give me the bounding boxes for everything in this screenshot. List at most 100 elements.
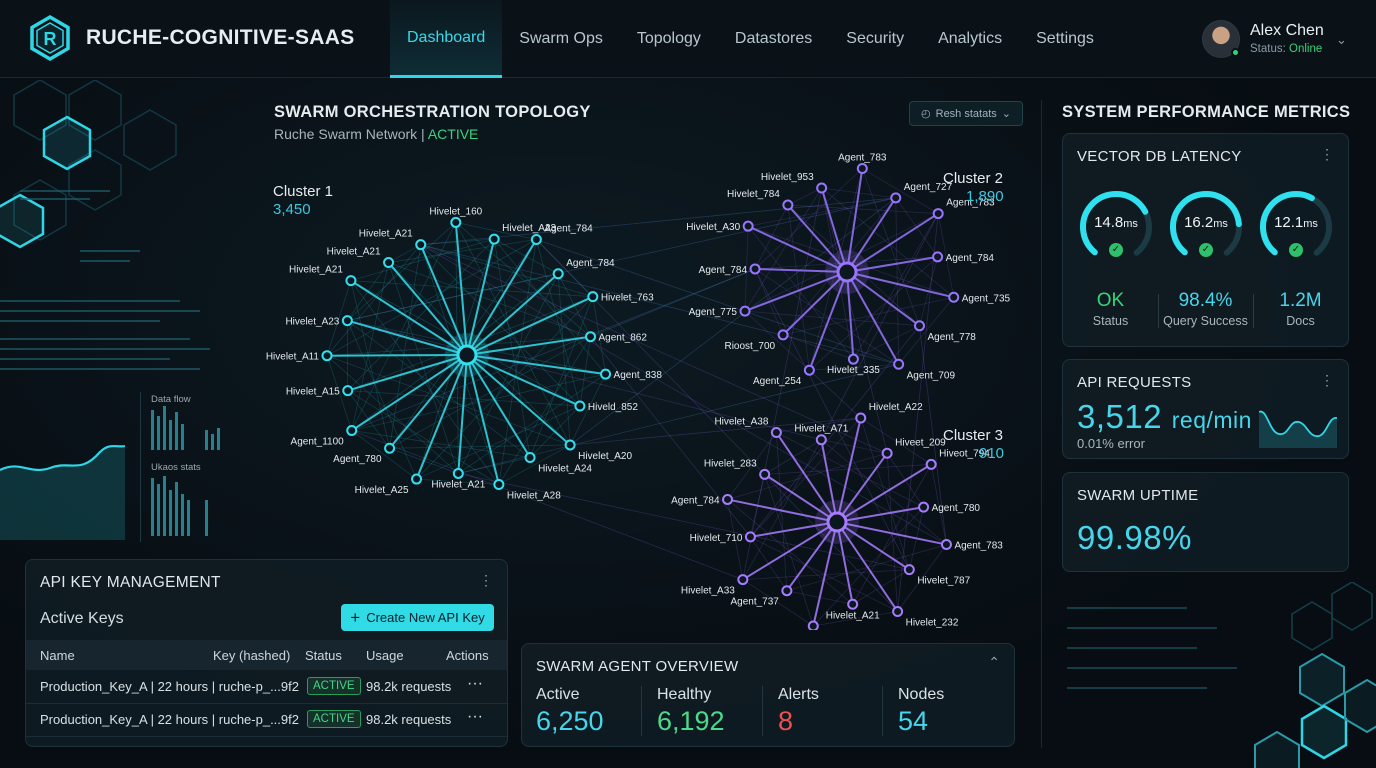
spoke-edge — [419, 244, 468, 356]
agent-node: Agent_780 — [333, 442, 396, 465]
column-header-usage: Usage — [366, 648, 404, 663]
nav-item-settings[interactable]: Settings — [1036, 30, 1094, 47]
table-row[interactable]: Production_Key_A | 22 hours | ruche-p_..… — [26, 671, 507, 704]
column-header-actions: Actions — [446, 648, 489, 663]
spoke-edge — [466, 273, 559, 356]
inter-cluster-edge — [569, 197, 896, 446]
mesh-edge — [776, 432, 924, 508]
spoke-edge — [347, 319, 468, 356]
mesh-edge — [350, 238, 495, 282]
nav-item-security[interactable]: Security — [846, 30, 905, 47]
node-label: Hivelet_A25 — [355, 485, 409, 496]
top-header: R RUCHE-COGNITIVE-SAAS Dashboard Swarm Op… — [0, 0, 1376, 78]
node-label: Hivelet_A21 — [826, 610, 880, 621]
nav-item-analytics[interactable]: Analytics — [938, 30, 1003, 47]
vector-stat-label: Docs — [1286, 314, 1315, 328]
nav-item-topology[interactable]: Topology — [636, 30, 701, 47]
decorative-hex-grid — [1067, 582, 1376, 768]
mesh-edge — [852, 464, 932, 605]
mesh-edge — [569, 373, 606, 446]
mesh-edge — [821, 187, 954, 298]
node-label: Hivelet_A20 — [578, 451, 632, 462]
nav-item-dashboard[interactable]: Dashboard — [390, 0, 503, 78]
inter-cluster-edge — [420, 197, 896, 246]
spoke-edge — [846, 271, 954, 299]
row-actions-button[interactable]: ··· — [467, 708, 483, 725]
spoke-edge — [347, 354, 468, 392]
spoke-edge — [846, 271, 855, 360]
stat-divider — [882, 686, 883, 736]
cluster-1-count: 3,450 — [273, 201, 311, 218]
chevron-down-icon: ⌄ — [1001, 108, 1011, 120]
nav-item-datastores[interactable]: Datastores — [734, 30, 813, 47]
mesh-edge — [787, 204, 939, 214]
logo-letter: R — [44, 29, 57, 49]
table-row[interactable]: Production_Key_A | 22 hours | ruche-p_..… — [26, 704, 507, 737]
spoke-edge — [836, 417, 862, 523]
node-label: Agent_778 — [927, 332, 976, 343]
user-menu[interactable]: Alex Chen Status: Online ⌄ — [1202, 20, 1362, 60]
vector-stat-value: 1.2M — [1279, 290, 1322, 311]
api-key-management-card: API KEY MANAGEMENT ⋮ Active Keys + Creat… — [25, 559, 508, 747]
mesh-edge — [498, 336, 591, 485]
node-label: Agent_783 — [946, 198, 995, 209]
topology-subtitle: Ruche Swarm Network | ACTIVE — [274, 126, 479, 142]
agent-node: Agent_1100 — [291, 424, 358, 447]
column-header-status: Status — [305, 648, 342, 663]
node-label: Agent_737 — [730, 597, 779, 608]
mesh-edge — [744, 187, 822, 312]
card-title: SWARM AGENT OVERVIEW — [536, 658, 739, 675]
mesh-edge — [744, 226, 749, 312]
node-label: Hivelet_784 — [727, 189, 780, 200]
agent-node: Agent_254 — [753, 364, 815, 387]
inter-cluster-edge — [420, 244, 888, 454]
agent-node: Agent_784 — [671, 493, 734, 506]
node-label: Hivelet_335 — [827, 365, 880, 376]
card-title: API KEY MANAGEMENT — [40, 574, 221, 591]
stat-divider — [1158, 294, 1159, 328]
overview-stat-value: 8 — [778, 706, 794, 736]
spoke-edge — [466, 354, 500, 485]
agent-node: Hivelet_A30 — [686, 220, 754, 233]
collapse-chevron-icon[interactable]: ⌃ — [988, 654, 1000, 670]
api-requests-card: API REQUESTS ⋮ 3,512 req/min 0.01% error — [1062, 359, 1349, 459]
chevron-down-icon[interactable]: ⌄ — [1336, 32, 1347, 47]
spoke-edge — [457, 354, 468, 474]
swarm-topology-graph[interactable]: Hivelet_A21Hivelet_160Hivelet_A23Agent_7… — [262, 140, 1032, 630]
agent-node: Hivelet_A23 — [488, 223, 557, 245]
more-options-icon[interactable]: ⋮ — [1320, 372, 1334, 388]
agent-node: Hivelet_710 — [690, 531, 756, 544]
spoke-edge — [466, 354, 606, 376]
more-options-icon[interactable]: ⋮ — [1320, 146, 1334, 162]
inter-cluster-edge — [919, 325, 947, 545]
spoke-edge — [782, 271, 848, 336]
node-label: Hivelet_763 — [601, 293, 654, 304]
refresh-stats-button[interactable]: ◴ Resh statats ⌄ — [909, 101, 1023, 126]
overview-stat-value: 6,192 — [657, 706, 725, 736]
mesh-edge — [351, 430, 531, 458]
spoke-edge — [786, 521, 838, 592]
nav-item-swarm-ops[interactable]: Swarm Ops — [519, 30, 603, 47]
node-label: Hivelet_A11 — [266, 352, 320, 363]
agent-node: Agent_784 — [530, 223, 593, 245]
column-header-name: Name — [40, 648, 75, 663]
spoke-edge — [846, 197, 897, 273]
node-label: Agent_709 — [907, 370, 956, 381]
mesh-edge — [347, 238, 495, 391]
spoke-edge — [454, 222, 468, 356]
mesh-edge — [347, 222, 457, 321]
mesh-edge — [813, 611, 898, 627]
row-actions-button[interactable]: ··· — [467, 675, 483, 692]
node-label: Hivelet_A21 — [359, 229, 413, 240]
agent-node: Hivelet_A15 — [286, 385, 354, 398]
create-api-key-button[interactable]: + Create New API Key — [341, 604, 494, 631]
more-options-icon[interactable]: ⋮ — [479, 572, 493, 588]
gauge-value: 16.2ms — [1184, 214, 1228, 231]
spoke-edge — [387, 261, 468, 356]
mesh-edge — [809, 256, 938, 371]
vector-stat-label: Query Success — [1163, 314, 1248, 328]
agent-node: Agent_783 — [838, 153, 887, 175]
overview-stat-label: Healthy — [657, 686, 712, 703]
spoke-edge — [742, 521, 838, 581]
node-label: Hivelet_A38 — [714, 417, 768, 428]
